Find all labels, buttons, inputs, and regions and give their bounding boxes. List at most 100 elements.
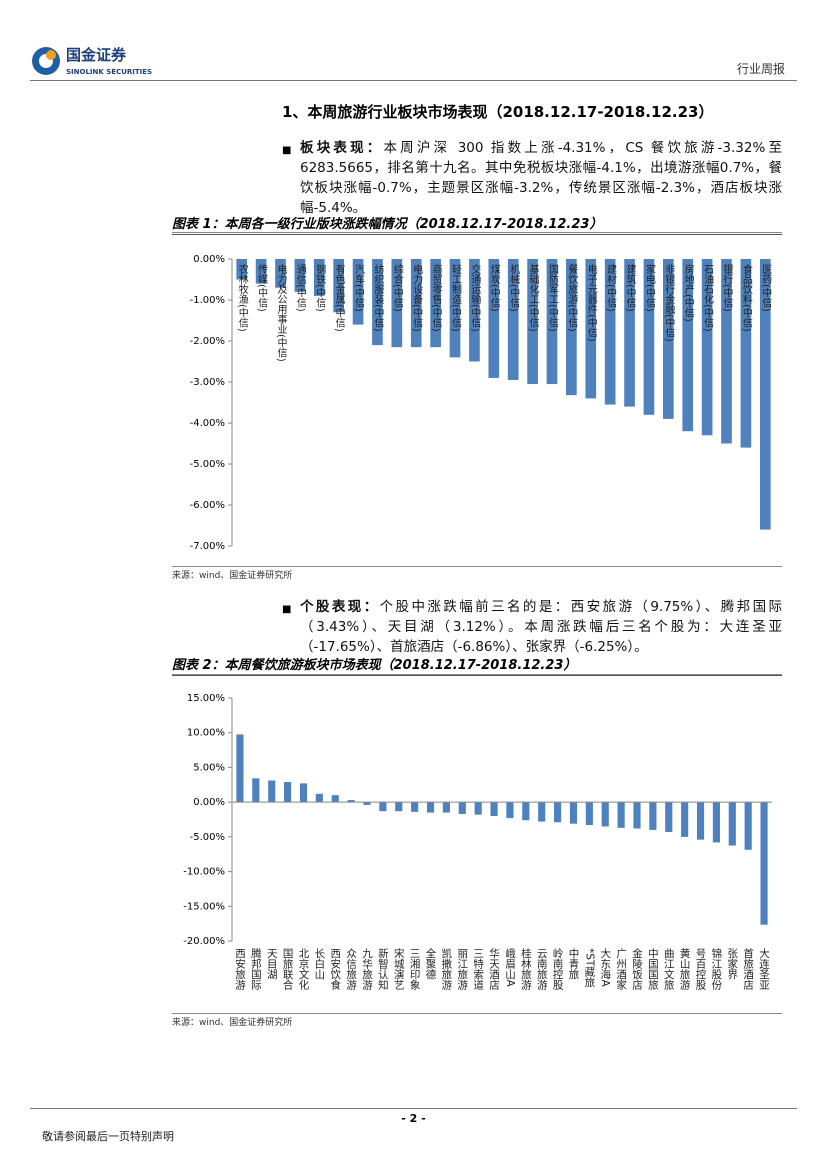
x-tick-label: 非银行金融(中信) [663,264,675,342]
bar [331,795,339,803]
x-tick-label: 黄山旅游 [679,947,691,991]
bar [527,259,538,385]
bar [430,259,441,348]
x-tick-label: 综合(中信) [391,263,403,312]
bar [333,259,344,313]
bar [566,259,577,396]
x-tick-label: 桂林旅游 [520,947,532,991]
bar [721,259,732,444]
bar [633,802,641,829]
bar [410,259,422,348]
y-tick-label: -2.00% [190,336,225,347]
x-tick-label: 交通运输(中信) [469,263,481,332]
x-tick-label: 众信旅游 [345,948,357,991]
y-tick-label: -4.00% [190,418,225,429]
source: 来源：wind、国金证券研究所 [172,571,293,581]
x-tick-label: 传媒(中信) [256,264,268,312]
x-tick-label: 西安饮食 [329,948,341,991]
bar [649,802,657,830]
y-tick-label: -15.00% [183,901,225,912]
bar [474,802,482,815]
x-tick-label: 食品饮料(中信) [740,263,752,332]
bar [760,802,768,925]
report-type: 行业周报 [736,62,785,76]
x-tick-label: 首旅酒店 [742,947,754,991]
bar [643,259,655,415]
logo-mark [46,50,56,60]
bar [569,802,578,824]
bar [411,802,419,812]
bar [488,259,500,378]
x-tick-label: 银行(中信) [721,263,733,312]
x-tick-label: 汽车(中信) [353,263,365,312]
x-tick-label: 石油石化(中信) [702,264,714,332]
bar [522,802,530,821]
y-tick-label: -5.00% [190,832,225,843]
bar [391,259,403,348]
y-tick-label: -5.00% [190,459,225,470]
x-tick-label: 钢铁(中信) [314,263,326,312]
bar [236,734,244,803]
bar [546,259,558,385]
chart: 15.00% 10.00% 5.00% 0.00% -5.00% -10.00% -15.0… [172,674,782,1014]
y-tick-label: -3.00% [190,377,225,388]
x-tick-label: 煤炭(中信) [488,263,500,312]
bar [696,802,705,840]
x-tick-label: 凯撒旅游 [440,947,452,991]
x-tick-label: 有色金属(中信) [333,263,345,332]
y-tick-label: -20.00% [183,936,225,947]
paragraph-text: 个股中涨跌幅前三名的是：西安旅游（9.75%）、腾邦国际（3.43%）、天目湖（… [300,599,783,655]
bar [379,802,387,812]
bar [372,259,383,346]
x-tick-label: 房地产(中信) [682,263,694,322]
bar [665,802,673,832]
section-title: 1、本周旅游行业板块市场表现（2018.12.17-2018.12.23） [282,103,714,121]
bullet: ■ [282,145,292,156]
x-tick-label: 新智认知 [377,947,389,990]
bar [507,259,519,380]
x-tick-label: 基础化工(中信) [527,263,539,332]
x-tick-label: 三湘印象 [409,948,421,990]
bar [601,802,609,827]
x-tick-label: 三特索道 [472,948,484,990]
bar [701,259,713,436]
source: 来源：wind、国金证券研究所 [172,1018,293,1028]
y-tick-label: 10.00% [187,728,225,739]
x-tick-label: 中国国旅 [647,947,659,991]
paragraph-label: 个股表现： [300,599,380,615]
x-tick-label: 家电(中信) [643,263,655,312]
x-tick-label: 天目湖 [266,948,278,980]
logo: 国金证券 SINOLINK SECURITIES [32,46,152,76]
x-tick-label: 西安旅游 [234,948,246,991]
x-tick-label: 建筑(中信) [624,263,636,312]
bar [506,802,514,819]
x-tick-label: 锦江股份 [710,947,722,991]
bar [604,259,616,405]
x-tick-label: 通信(中信) [294,264,306,312]
bar [268,780,276,803]
bar [759,259,771,530]
bar [617,802,625,828]
logo-cn: 国金证券 [66,46,127,64]
paragraph: 板块表现：本周沪深 300 指数上涨-4.31%，CS 餐饮旅游-3.32%至6… [300,138,782,218]
x-tick-label: 电力设备(中信) [411,263,423,332]
x-tick-label: 纺织服装(中信) [372,263,384,332]
bar [255,259,267,284]
x-tick-label: 号百控股 [695,948,707,991]
bar [728,802,736,846]
footer-rule [30,1108,797,1109]
page-number: - 2 - [401,1112,426,1125]
bar [740,259,752,448]
bar [284,782,292,803]
y-tick-label: -7.00% [190,541,225,552]
x-tick-label: 岭南控股 [552,947,564,991]
disclaimer: 敬请参阅最后一页特别声明 [42,1130,174,1143]
y-tick-label: 0.00% [193,254,225,265]
bar [313,259,325,296]
y-tick-label: -6.00% [190,500,225,511]
bar [426,802,435,813]
bar [275,259,286,288]
x-tick-label: 华天酒店 [488,947,500,991]
paragraph-label: 板块表现： [300,140,384,156]
chart: 0.00% -1.00% -2.00% -3.00% -4.00% -5.00% -6.00… [172,232,782,567]
